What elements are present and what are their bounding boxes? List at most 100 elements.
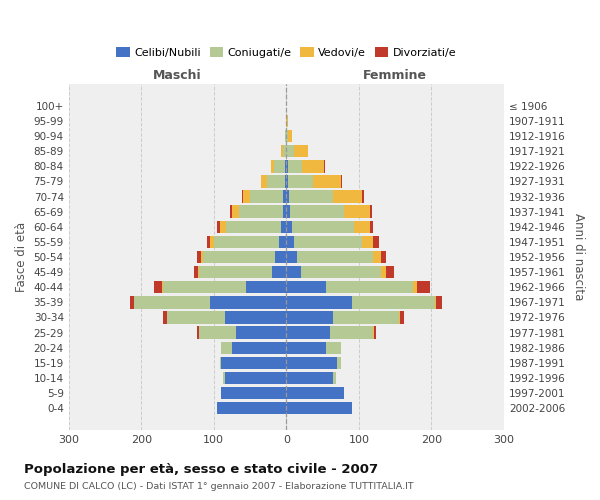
- Bar: [286, 145, 308, 158]
- Bar: [271, 160, 286, 172]
- Bar: [286, 312, 334, 324]
- Bar: [286, 402, 352, 414]
- Bar: [239, 206, 286, 218]
- Bar: [275, 251, 286, 263]
- Bar: [286, 145, 293, 158]
- Bar: [283, 145, 286, 158]
- Bar: [286, 296, 435, 308]
- Bar: [286, 342, 341, 354]
- Bar: [220, 356, 286, 369]
- Bar: [236, 326, 286, 339]
- Bar: [286, 190, 364, 203]
- Bar: [221, 387, 286, 400]
- Bar: [154, 281, 286, 293]
- Bar: [286, 175, 288, 188]
- Bar: [286, 266, 394, 278]
- Bar: [221, 342, 286, 354]
- Bar: [130, 296, 286, 308]
- Bar: [286, 206, 344, 218]
- Bar: [286, 296, 352, 308]
- Bar: [281, 145, 286, 158]
- Bar: [286, 266, 386, 278]
- Bar: [286, 342, 341, 354]
- Bar: [286, 145, 308, 158]
- Bar: [286, 115, 289, 127]
- Bar: [223, 372, 286, 384]
- Text: Popolazione per età, sesso e stato civile - 2007: Popolazione per età, sesso e stato civil…: [24, 462, 378, 475]
- Bar: [285, 175, 286, 188]
- Bar: [199, 326, 286, 339]
- Bar: [286, 387, 344, 400]
- Bar: [286, 281, 417, 293]
- Bar: [217, 402, 286, 414]
- Bar: [286, 372, 335, 384]
- Bar: [221, 387, 286, 400]
- Bar: [286, 387, 344, 400]
- Bar: [217, 402, 286, 414]
- Bar: [214, 236, 286, 248]
- Bar: [221, 342, 286, 354]
- Bar: [286, 356, 341, 369]
- Bar: [286, 236, 293, 248]
- Bar: [167, 312, 286, 324]
- Text: Femmine: Femmine: [363, 68, 427, 82]
- Text: Maschi: Maschi: [153, 68, 202, 82]
- Bar: [286, 402, 352, 414]
- Bar: [286, 130, 292, 142]
- Bar: [286, 372, 335, 384]
- Bar: [286, 220, 292, 233]
- Bar: [221, 387, 286, 400]
- Bar: [286, 115, 287, 127]
- Bar: [286, 236, 379, 248]
- Bar: [286, 236, 373, 248]
- Bar: [286, 190, 333, 203]
- Bar: [243, 190, 286, 203]
- Bar: [163, 281, 286, 293]
- Bar: [223, 372, 286, 384]
- Bar: [247, 281, 286, 293]
- Bar: [286, 296, 442, 308]
- Bar: [281, 145, 286, 158]
- Bar: [220, 220, 286, 233]
- Bar: [286, 281, 413, 293]
- Bar: [194, 266, 286, 278]
- Bar: [286, 251, 373, 263]
- Bar: [285, 130, 286, 142]
- Bar: [220, 356, 286, 369]
- Bar: [286, 402, 352, 414]
- Bar: [286, 387, 344, 400]
- Y-axis label: Anni di nascita: Anni di nascita: [572, 214, 585, 300]
- Bar: [224, 312, 286, 324]
- Bar: [267, 175, 286, 188]
- Bar: [286, 236, 362, 248]
- Bar: [221, 356, 286, 369]
- Bar: [286, 160, 324, 172]
- Bar: [286, 190, 362, 203]
- Bar: [286, 206, 372, 218]
- Bar: [286, 175, 341, 188]
- Bar: [286, 130, 289, 142]
- Bar: [286, 220, 373, 233]
- Bar: [217, 402, 286, 414]
- Bar: [221, 342, 286, 354]
- Bar: [286, 326, 373, 339]
- Bar: [285, 130, 286, 142]
- Bar: [286, 266, 380, 278]
- Bar: [210, 236, 286, 248]
- Bar: [286, 130, 292, 142]
- Bar: [286, 206, 370, 218]
- Bar: [283, 206, 286, 218]
- Bar: [224, 372, 286, 384]
- Bar: [279, 236, 286, 248]
- Bar: [286, 251, 380, 263]
- Bar: [286, 206, 290, 218]
- Bar: [286, 160, 302, 172]
- Bar: [163, 312, 286, 324]
- Bar: [201, 251, 286, 263]
- Bar: [286, 296, 436, 308]
- Bar: [134, 296, 286, 308]
- Bar: [286, 326, 330, 339]
- Bar: [271, 160, 286, 172]
- Bar: [232, 342, 286, 354]
- Bar: [230, 206, 286, 218]
